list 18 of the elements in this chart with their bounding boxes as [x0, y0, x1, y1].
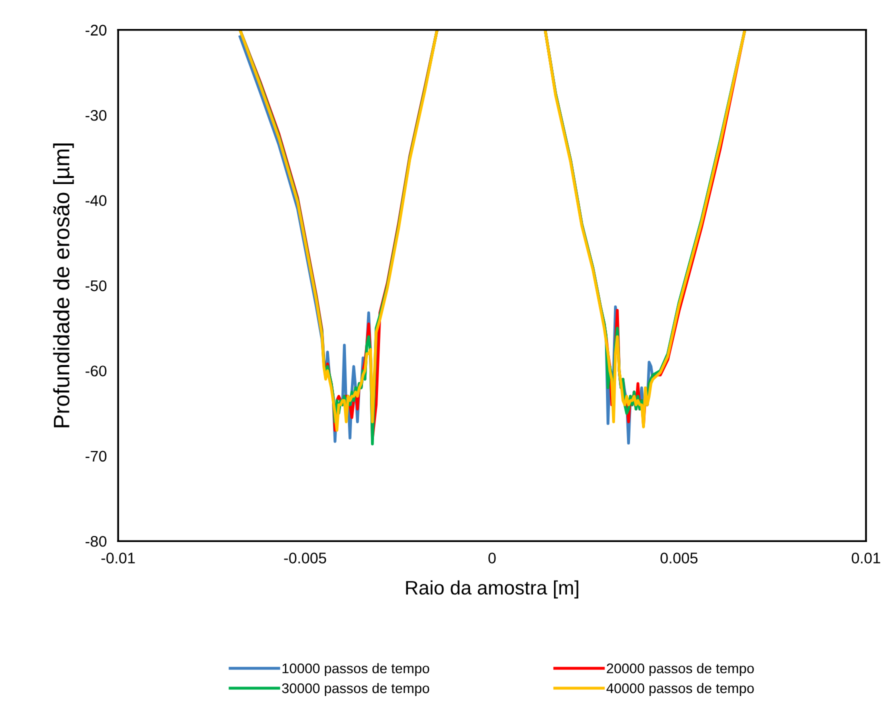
y-tick-label: -50 [86, 280, 106, 292]
x-tick-label: 0 [488, 552, 496, 564]
legend-label: 10000 passos de tempo [282, 663, 430, 676]
x-axis-title: Raio da amostra [m] [406, 580, 578, 598]
y-tick-label: -70 [86, 450, 106, 462]
x-tick-label: 0.005 [660, 552, 698, 564]
legend-label: 30000 passos de tempo [282, 682, 430, 696]
legend-label: 20000 passos de tempo [606, 663, 754, 676]
y-tick-label: -20 [86, 24, 106, 36]
x-tick-label: -0.005 [284, 552, 326, 564]
x-tick-label: 0.01 [852, 552, 880, 564]
x-tick-label: -0.01 [101, 552, 135, 564]
legend-label: 40000 passos de tempo [606, 682, 754, 696]
y-tick-label: -30 [86, 110, 106, 121]
y-axis-title: Profundidade de erosão [µm] [53, 144, 74, 428]
y-tick-label: -80 [86, 536, 106, 547]
y-tick-label: -40 [86, 195, 106, 206]
y-tick-label: -60 [86, 366, 106, 376]
